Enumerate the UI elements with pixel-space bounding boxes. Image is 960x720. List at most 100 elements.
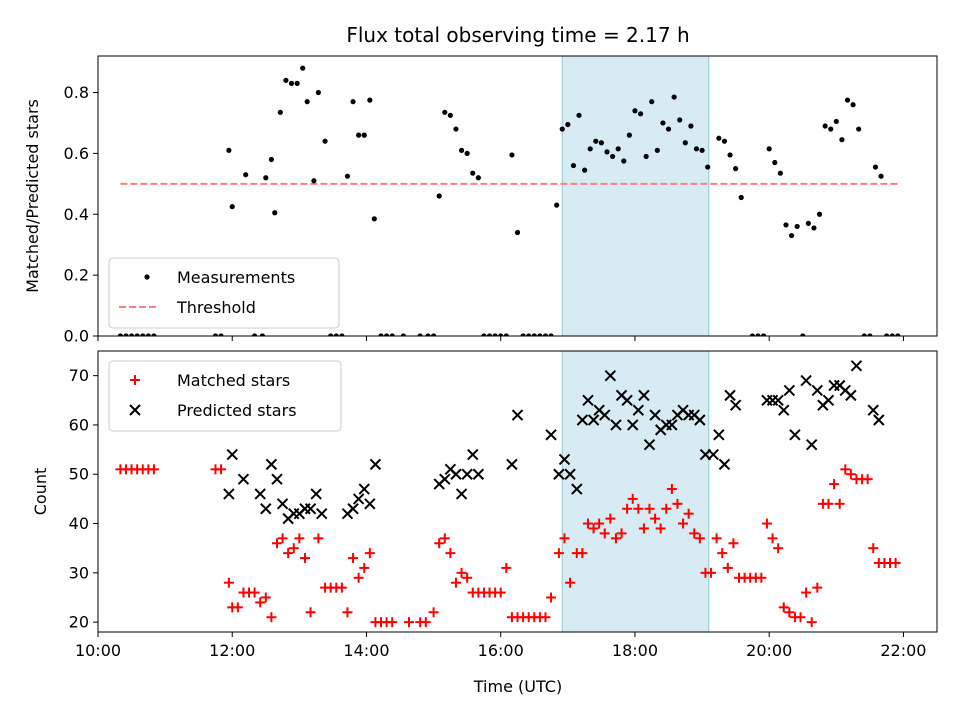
data-point (816, 211, 823, 217)
data-point (384, 333, 390, 336)
y-tick-label: 0.6 (64, 144, 89, 163)
x-tick-label: 14:00 (343, 641, 389, 660)
data-point (722, 562, 733, 573)
data-point (232, 602, 243, 613)
data-point (677, 117, 683, 123)
data-point (795, 612, 806, 623)
data-point (134, 333, 140, 336)
data-point (749, 333, 756, 336)
legend-marker (144, 274, 150, 280)
data-point (671, 94, 677, 100)
data-point (553, 548, 564, 559)
data-point (333, 333, 339, 336)
data-point (254, 488, 266, 500)
data-point (464, 150, 470, 156)
data-point (688, 123, 694, 129)
data-point (856, 126, 862, 132)
data-point (773, 543, 784, 554)
data-point (772, 159, 778, 166)
data-point (694, 533, 705, 544)
data-point (637, 111, 644, 117)
data-point (316, 507, 328, 520)
data-point (689, 528, 700, 539)
data-point (643, 438, 656, 451)
data-point (834, 498, 845, 509)
data-point (359, 562, 370, 573)
x-tick-label: 10:00 (75, 641, 121, 660)
data-point (861, 333, 867, 336)
data-point (356, 132, 362, 138)
y-axis-label: Count (31, 468, 50, 516)
data-point (367, 97, 373, 103)
data-point (216, 464, 227, 475)
data-point (271, 538, 282, 549)
data-point (649, 99, 655, 105)
y-tick-label: 60 (69, 415, 89, 434)
data-point (609, 153, 616, 160)
data-point (570, 162, 577, 169)
data-point (548, 333, 554, 336)
y-axis-label: Matched/Predicted stars (23, 99, 42, 293)
data-point (724, 389, 736, 402)
data-point (633, 503, 644, 514)
data-point (890, 557, 901, 568)
data-point (872, 164, 879, 170)
data-point (276, 498, 289, 510)
data-point (654, 147, 660, 153)
data-point (716, 135, 722, 141)
x-axis-label: Time (UTC) (473, 677, 562, 696)
data-point (212, 333, 219, 336)
legend-marker (130, 375, 140, 385)
data-point (806, 617, 817, 628)
data-point (845, 389, 857, 402)
data-point (788, 232, 795, 239)
data-point (305, 607, 316, 618)
data-point (322, 138, 328, 144)
data-point (277, 533, 288, 544)
data-point (605, 513, 616, 524)
data-point (540, 612, 551, 623)
y-tick-label: 0.2 (64, 266, 89, 285)
data-point (767, 533, 778, 544)
data-point (621, 394, 633, 407)
data-point (545, 429, 557, 441)
data-point (867, 333, 873, 336)
top-panel: 0.0 0.2 0.4 0.6 0.8 Matched/Predicted stars Me… (23, 55, 938, 346)
data-point (461, 468, 473, 480)
data-point (456, 567, 467, 578)
data-point (889, 333, 895, 336)
legend-label: Threshold (176, 298, 256, 317)
data-point (462, 572, 473, 583)
data-point (255, 597, 266, 608)
data-point (352, 493, 365, 505)
data-point (263, 175, 269, 181)
data-point (542, 333, 549, 336)
data-point (283, 77, 289, 83)
data-point (878, 173, 884, 179)
data-point (259, 333, 266, 336)
data-point (655, 523, 666, 534)
data-point (277, 109, 283, 115)
data-point (350, 99, 356, 105)
data-point (727, 152, 733, 158)
data-point (447, 112, 453, 118)
data-point (492, 333, 498, 336)
data-point (342, 607, 353, 618)
data-point (514, 229, 521, 236)
data-point (778, 404, 790, 416)
y-tick-label: 50 (69, 465, 89, 484)
data-point (867, 404, 879, 416)
data-point (140, 333, 146, 336)
data-point (553, 468, 565, 480)
data-point (783, 222, 789, 228)
data-point (509, 152, 515, 158)
data-point (778, 602, 789, 613)
data-point (711, 533, 722, 544)
data-point (467, 448, 479, 461)
data-point (400, 333, 406, 336)
data-point (294, 80, 300, 86)
data-point (458, 147, 465, 153)
data-point (450, 468, 462, 480)
legend-label: Measurements (177, 268, 295, 287)
